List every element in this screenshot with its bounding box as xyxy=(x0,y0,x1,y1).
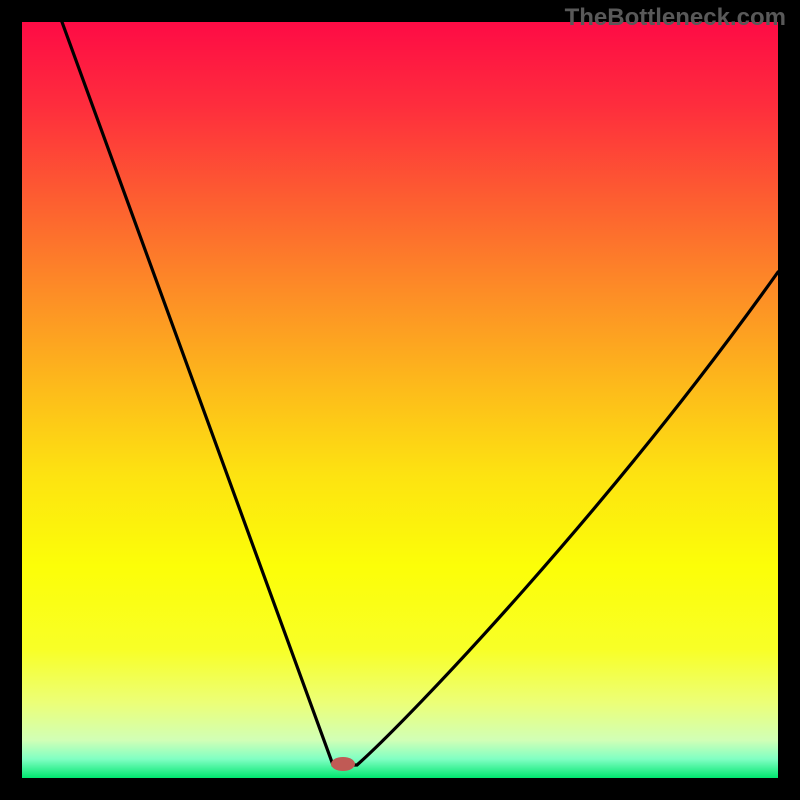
chart-container: TheBottleneck.com xyxy=(0,0,800,800)
plot-frame xyxy=(0,0,800,800)
watermark-text: TheBottleneck.com xyxy=(565,4,786,32)
